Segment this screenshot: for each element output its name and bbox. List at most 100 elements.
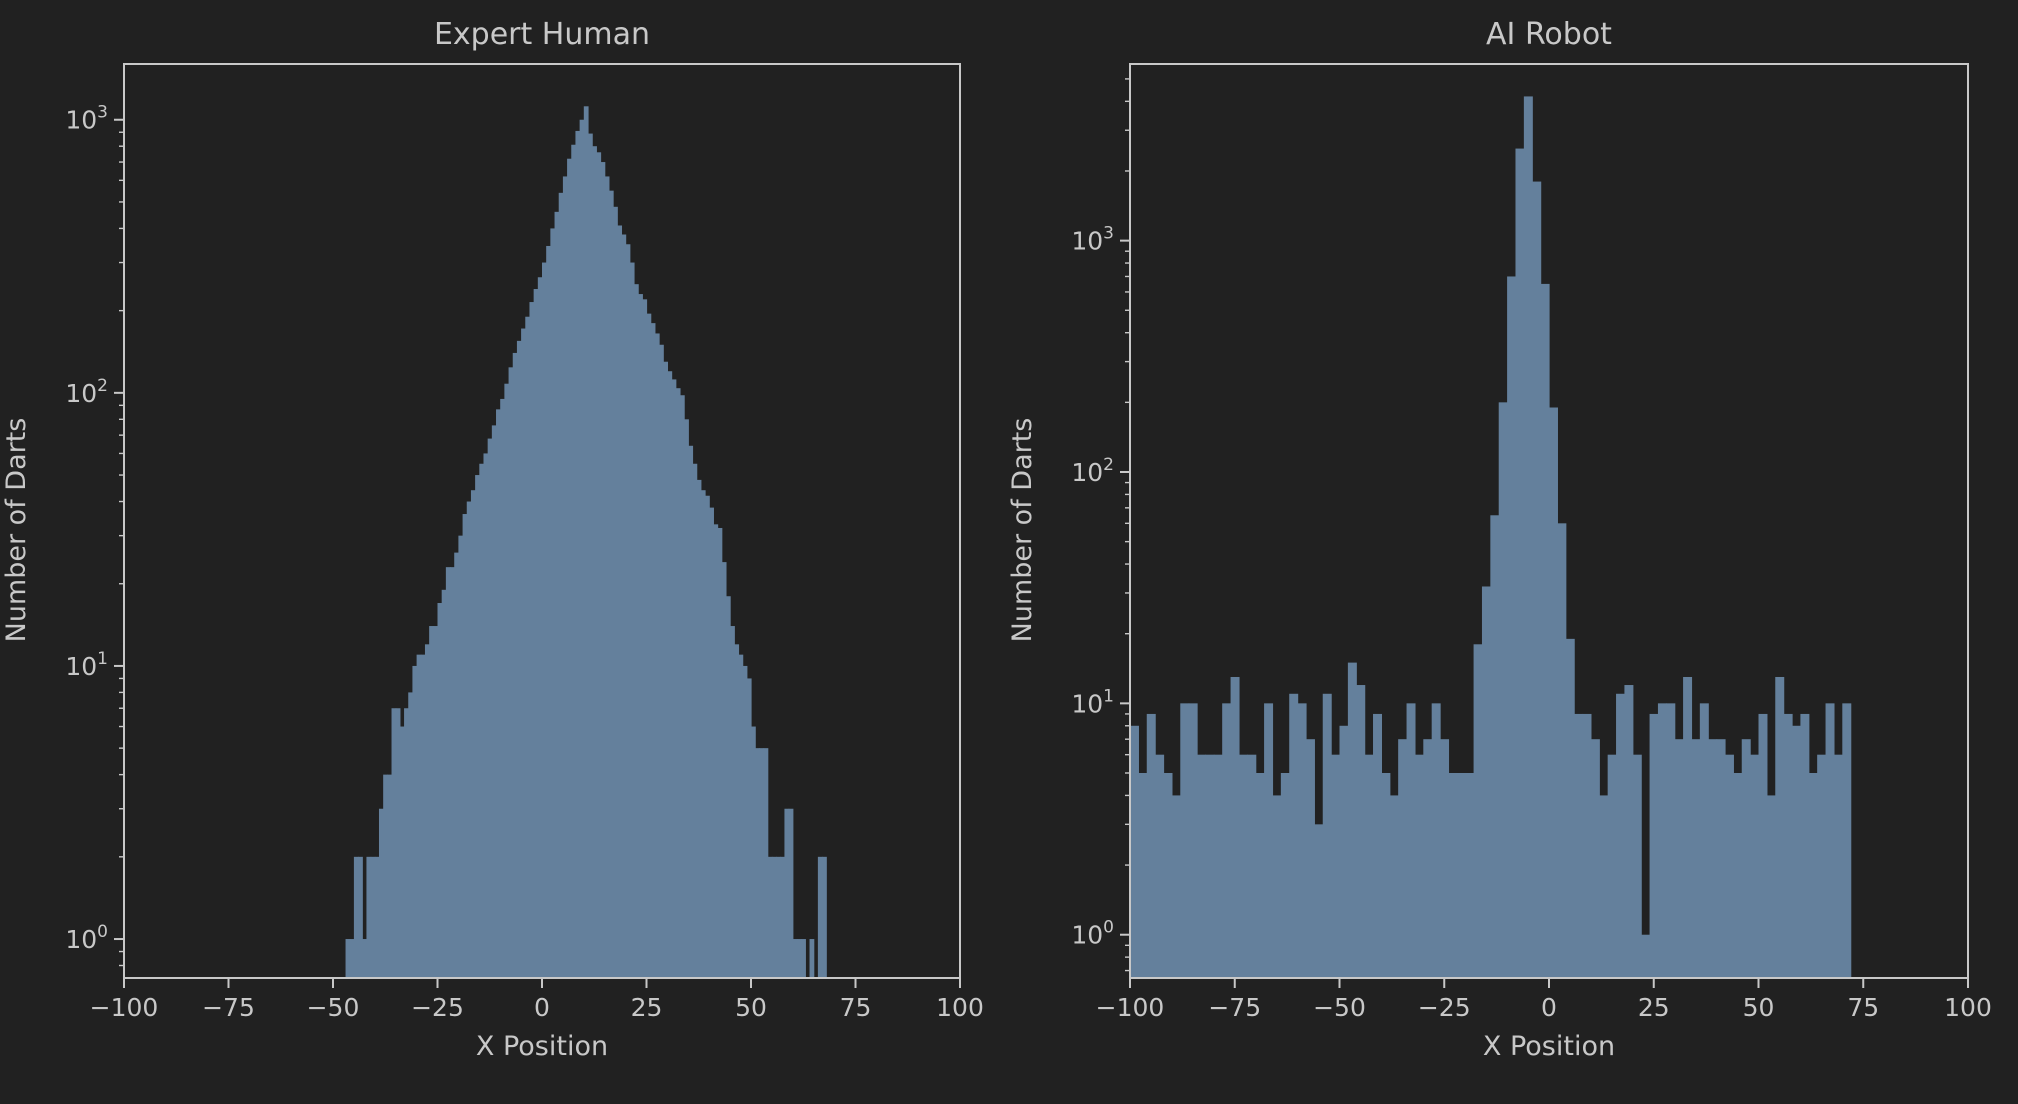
x-tick-label: −100 bbox=[1096, 993, 1165, 1022]
histogram-bar bbox=[1423, 739, 1433, 978]
histogram-bar bbox=[1842, 703, 1852, 978]
x-tick-label: −50 bbox=[307, 993, 360, 1022]
histogram-bar bbox=[1599, 795, 1609, 978]
histogram-bar bbox=[1398, 739, 1408, 978]
histogram-bar bbox=[1582, 713, 1592, 978]
histogram-bar bbox=[575, 130, 581, 978]
histogram-bar bbox=[738, 654, 744, 978]
histogram-bar bbox=[684, 419, 689, 978]
histogram-bar bbox=[592, 146, 597, 978]
y-tick-label: 102 bbox=[65, 376, 108, 408]
histogram-bar bbox=[345, 939, 351, 978]
y-tick-label: 101 bbox=[65, 649, 108, 681]
histogram-bar bbox=[525, 316, 531, 979]
histogram-bars bbox=[1130, 96, 1852, 979]
histogram-bar bbox=[399, 726, 405, 978]
histogram-bar bbox=[1699, 703, 1709, 978]
histogram-bar bbox=[621, 234, 627, 978]
histogram-bar bbox=[1130, 725, 1139, 978]
histogram-bar bbox=[1230, 676, 1240, 978]
y-tick-label: 103 bbox=[65, 103, 108, 135]
histogram-bar bbox=[638, 294, 643, 978]
x-axis-label: X Position bbox=[476, 1031, 608, 1062]
histogram-bar bbox=[1314, 824, 1324, 978]
histogram-bar bbox=[1632, 754, 1642, 978]
x-axis-label: X Position bbox=[1483, 1031, 1615, 1062]
histogram-bar bbox=[1481, 586, 1491, 978]
histogram-bar bbox=[1448, 773, 1458, 978]
histogram-bar bbox=[466, 501, 472, 978]
histogram-bar bbox=[1473, 644, 1483, 978]
histogram-bar bbox=[470, 490, 476, 978]
histogram-bar bbox=[437, 603, 443, 978]
histogram-bar bbox=[537, 277, 543, 978]
histogram-bar bbox=[1674, 739, 1684, 978]
histogram-bar bbox=[767, 856, 773, 978]
histogram-bar bbox=[817, 856, 823, 978]
histogram-bar bbox=[784, 808, 790, 978]
histogram-bar bbox=[546, 245, 551, 979]
histogram-bar bbox=[420, 654, 426, 978]
histogram-bar bbox=[1716, 739, 1726, 978]
x-tick-label: 50 bbox=[735, 993, 767, 1022]
histogram-bar bbox=[792, 939, 798, 978]
histogram-bar bbox=[404, 708, 409, 978]
histogram-bar bbox=[713, 524, 719, 978]
histogram-bar bbox=[696, 479, 702, 978]
histogram-bar bbox=[1146, 713, 1156, 978]
histogram-bar bbox=[822, 856, 827, 978]
histogram-bar bbox=[1339, 725, 1349, 978]
histogram-bar bbox=[1758, 713, 1768, 978]
histogram-bar bbox=[705, 495, 710, 978]
histogram-bar bbox=[1465, 773, 1475, 978]
histogram-bar bbox=[1557, 523, 1567, 978]
histogram-bar bbox=[1733, 773, 1743, 978]
histogram-bar bbox=[1817, 754, 1827, 978]
histogram-bar bbox=[491, 425, 497, 978]
x-tick-label: 0 bbox=[534, 993, 550, 1022]
histogram-panel-ai-robot: −100 −75 −50 −25 0 25 50 75 100 100 101 102 103 AI … bbox=[1007, 17, 1992, 1062]
histogram-bar bbox=[679, 395, 685, 978]
x-tick-label: 100 bbox=[936, 993, 984, 1022]
histogram-bar bbox=[742, 665, 748, 978]
y-tick-label: 101 bbox=[1071, 686, 1114, 718]
histogram-bar bbox=[1808, 773, 1818, 978]
histogram-bar bbox=[349, 939, 355, 978]
x-axis-ticks: −100 −75 −50 −25 0 25 50 75 100 bbox=[90, 978, 984, 1022]
y-tick-label: 100 bbox=[65, 922, 108, 954]
histogram-bar bbox=[1490, 515, 1500, 978]
histogram-bar bbox=[533, 289, 539, 978]
histogram-bar bbox=[709, 507, 714, 978]
histogram-bar bbox=[646, 313, 652, 978]
histogram-bar bbox=[596, 152, 602, 979]
histogram-bar bbox=[751, 726, 756, 978]
histogram-bar bbox=[796, 939, 802, 978]
histogram-bar bbox=[759, 748, 765, 978]
histogram-bar bbox=[516, 340, 522, 978]
histogram-bar bbox=[1775, 676, 1785, 978]
histogram-bar bbox=[776, 856, 781, 978]
histogram-bar bbox=[554, 211, 560, 979]
histogram-bar bbox=[1833, 754, 1843, 978]
histogram-bar bbox=[650, 323, 656, 978]
histogram-bar bbox=[1750, 754, 1760, 978]
histogram-bar bbox=[1280, 773, 1290, 978]
histogram-bar bbox=[675, 388, 681, 978]
histogram-bar bbox=[1163, 773, 1173, 978]
histogram-bar bbox=[1222, 703, 1232, 978]
histogram-bar bbox=[1523, 96, 1533, 979]
histogram-bar bbox=[671, 379, 677, 978]
histogram-bar bbox=[654, 333, 660, 978]
histogram-bar bbox=[1297, 703, 1307, 978]
histogram-bar bbox=[500, 398, 505, 978]
x-tick-label: 0 bbox=[1541, 993, 1557, 1022]
histogram-bar bbox=[642, 299, 648, 979]
y-tick-label: 103 bbox=[1071, 224, 1114, 256]
x-tick-label: 75 bbox=[840, 993, 872, 1022]
histogram-bar bbox=[1657, 703, 1667, 978]
x-tick-label: 50 bbox=[1743, 993, 1775, 1022]
x-tick-label: 25 bbox=[1638, 993, 1670, 1022]
histogram-bar bbox=[558, 192, 564, 978]
histogram-bar bbox=[479, 463, 485, 978]
histogram-bar bbox=[663, 361, 668, 979]
